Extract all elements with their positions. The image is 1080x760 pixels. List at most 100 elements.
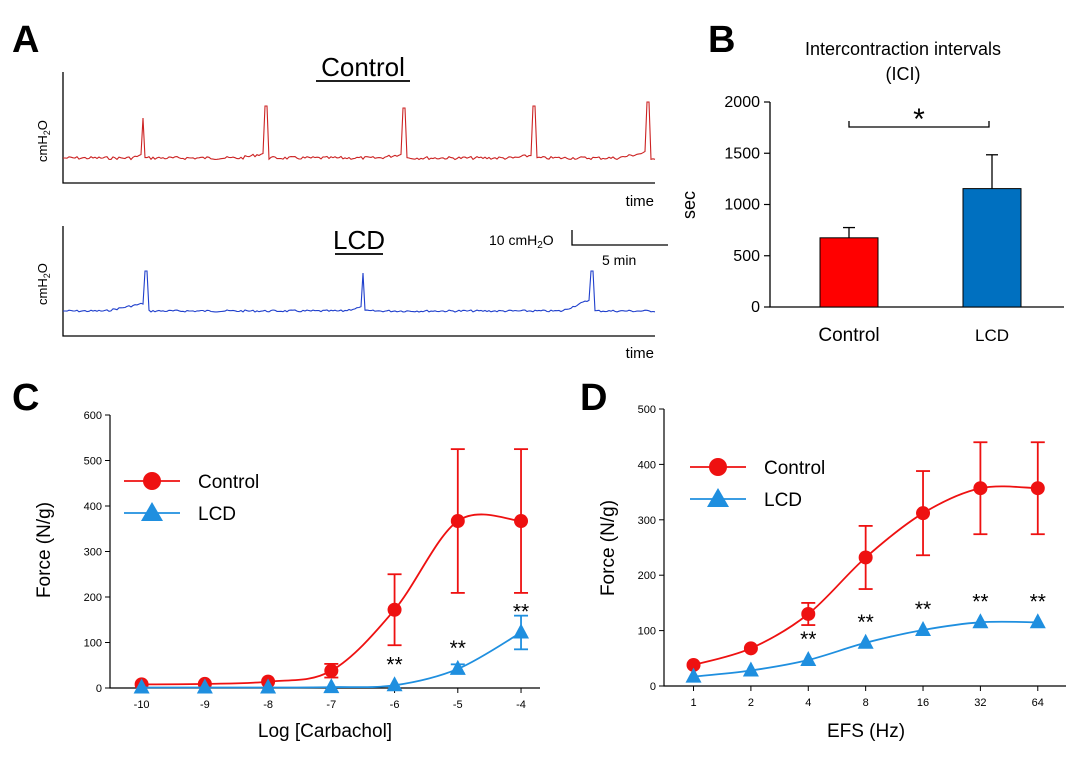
- chart-d-xtick-label: 4: [805, 697, 811, 709]
- panel-a: Control cmH2O time LCD cmH2O time 10 cmH…: [35, 52, 668, 362]
- chart-c-ytick-label: 600: [84, 410, 102, 422]
- chart-d-annotation: **: [857, 611, 873, 634]
- chart-d-point-lcd: [1029, 613, 1046, 629]
- chart-c-annotation: **: [450, 637, 466, 660]
- chart-c-ytick-label: 500: [84, 456, 102, 468]
- chart-c-ytick-label: 200: [84, 592, 102, 604]
- chart-d-point-lcd: [972, 613, 989, 629]
- trace-title-lcd: LCD: [333, 225, 385, 255]
- chart-d-point-control: [916, 506, 931, 521]
- panel-label-a: A: [12, 19, 39, 61]
- scale-bar-x-label: 5 min: [602, 252, 636, 268]
- chart-d-legend-marker-lcd: [707, 488, 729, 507]
- chart-d-point-lcd: [685, 667, 702, 683]
- chart-c-axes: [109, 415, 540, 689]
- panel-c-chart: Log [Carbachol] Force (N/g) 0 100 200 300 40…: [34, 410, 540, 742]
- chart-d-ytick-label: 200: [638, 570, 656, 582]
- chart-d-xtick-label: 8: [863, 697, 869, 709]
- chart-b-significance-bracket: [848, 121, 990, 128]
- chart-d-xtick-label: 64: [1032, 697, 1044, 709]
- chart-d-annotation: **: [1030, 590, 1046, 613]
- chart-d-ytick-label: 300: [638, 515, 656, 527]
- chart-b-xtick-label: Control: [818, 325, 879, 346]
- chart-c-legend-label: Control: [198, 472, 259, 493]
- chart-c-xlabel: Log [Carbachol]: [258, 721, 392, 742]
- chart-b-xtick-label: LCD: [975, 326, 1009, 345]
- chart-c-point-lcd: [323, 678, 340, 694]
- chart-b-ytick-label: 1500: [724, 145, 760, 162]
- chart-d-point-lcd: [915, 621, 932, 637]
- panel-b-chart: Intercontraction intervals (ICI) sec 0 50…: [679, 39, 1064, 346]
- trace-xlabel-control: time: [626, 193, 654, 210]
- chart-c-xtick-label: -8: [263, 699, 273, 711]
- chart-b-bar-control: [819, 237, 879, 308]
- panel-label-d: D: [580, 377, 607, 419]
- scale-bar-y-label: 10 cmH2O: [489, 232, 554, 251]
- chart-b-ytick-label: 500: [733, 248, 760, 265]
- panel-label-c: C: [12, 377, 39, 419]
- chart-d-point-control: [743, 641, 758, 656]
- chart-d-point-control: [858, 550, 873, 565]
- panel-d-chart: EFS (Hz) Force (N/g) 0 100 200 300 400 500 1 2 4…: [598, 404, 1066, 742]
- chart-c-ytick-label: 300: [84, 547, 102, 559]
- chart-c-point-lcd: [133, 678, 150, 694]
- chart-c-xtick-label: -10: [134, 699, 150, 711]
- chart-d-point-lcd: [857, 633, 874, 649]
- chart-c-annotation: **: [386, 653, 402, 676]
- trace-ylabel-control: cmH2O: [35, 120, 52, 162]
- chart-c-point-control: [514, 514, 529, 529]
- scale-bar: [571, 230, 668, 246]
- chart-b-ytick-label: 1000: [724, 197, 760, 214]
- chart-b-ylabel: sec: [679, 191, 699, 219]
- chart-c-point-control: [324, 663, 339, 678]
- chart-d-legend-label: LCD: [764, 490, 802, 511]
- chart-c-legend-marker-control: [143, 472, 161, 490]
- chart-d-xtick-label: 16: [917, 697, 929, 709]
- chart-b-title-line1: Intercontraction intervals: [805, 39, 1001, 59]
- chart-d-xlabel: EFS (Hz): [827, 721, 905, 742]
- chart-c-xtick-label: -5: [453, 699, 463, 711]
- chart-d-annotation: **: [915, 598, 931, 621]
- chart-d-xtick-label: 1: [690, 697, 696, 709]
- chart-c-xtick-label: -6: [390, 699, 400, 711]
- chart-c-xtick-label: -9: [200, 699, 210, 711]
- chart-d-xtick-label: 32: [974, 697, 986, 709]
- chart-b-ytick-label: 0: [751, 299, 760, 316]
- chart-c-ytick-label: 400: [84, 501, 102, 513]
- chart-b-title-line2: (ICI): [886, 64, 921, 84]
- chart-d-point-control: [686, 657, 701, 672]
- chart-c-point-lcd: [513, 623, 530, 639]
- chart-d-annotation: **: [800, 628, 816, 651]
- trace-title-control: Control: [321, 52, 405, 82]
- chart-c-legend-label: LCD: [198, 504, 236, 525]
- chart-b-significance-star: *: [913, 103, 925, 136]
- chart-c-ylabel: Force (N/g): [34, 502, 55, 598]
- trace-axes-lcd: [62, 226, 655, 337]
- chart-b-bar-lcd: [962, 188, 1022, 308]
- chart-c-point-lcd: [260, 678, 277, 694]
- chart-d-ytick-label: 400: [638, 459, 656, 471]
- chart-d-point-lcd: [800, 650, 817, 666]
- chart-c-ytick-label: 0: [96, 683, 102, 695]
- chart-d-legend-label: Control: [764, 458, 825, 479]
- trace-xlabel-lcd: time: [626, 345, 654, 362]
- chart-b-ytick-label: 2000: [724, 94, 760, 111]
- chart-d-ytick-label: 500: [638, 404, 656, 416]
- trace-lcd: [63, 270, 656, 313]
- chart-d-point-lcd: [742, 661, 759, 677]
- chart-d-legend-marker-control: [709, 458, 727, 476]
- chart-d-annotation: **: [972, 590, 988, 613]
- chart-c-point-control: [387, 602, 402, 617]
- chart-d-ytick-label: 0: [650, 681, 656, 693]
- chart-c-ytick-label: 100: [84, 638, 102, 650]
- chart-c-xtick-label: -7: [326, 699, 336, 711]
- chart-d-point-control: [801, 606, 816, 621]
- chart-c-legend-marker-lcd: [141, 502, 163, 521]
- panel-label-b: B: [708, 19, 735, 61]
- trace-axes-control: [62, 72, 655, 184]
- trace-ylabel-lcd: cmH2O: [35, 263, 52, 305]
- chart-c-point-lcd: [386, 676, 403, 692]
- chart-d-point-control: [973, 481, 988, 496]
- chart-d-ylabel: Force (N/g): [598, 500, 619, 596]
